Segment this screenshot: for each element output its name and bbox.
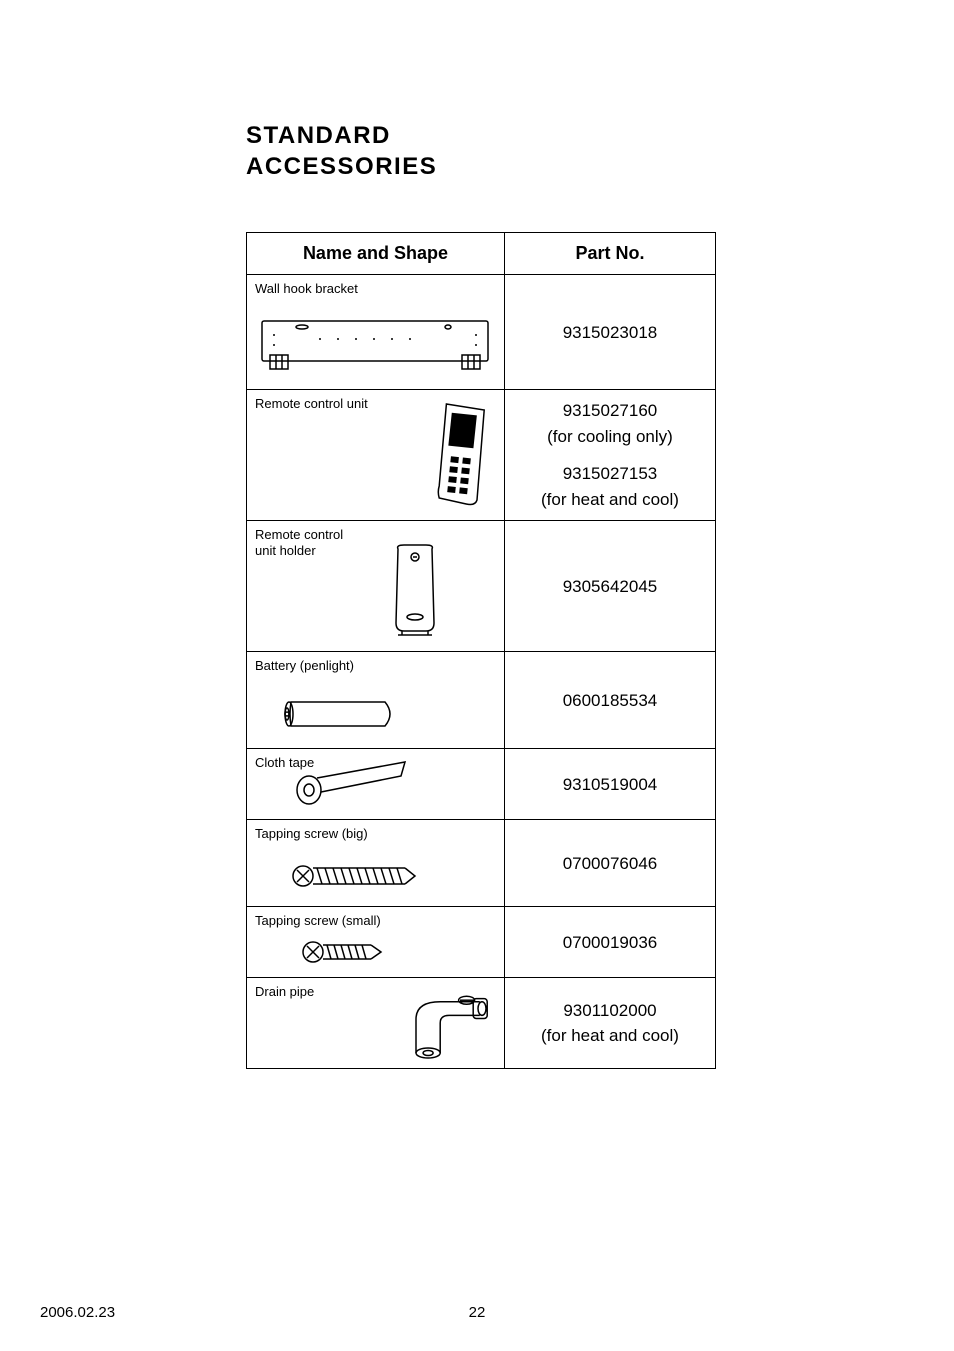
cell-name-shape: Wall hook bracket xyxy=(247,275,505,390)
heading-line2: ACCESSORIES xyxy=(246,151,844,182)
cell-name-shape: Tapping screw (small) xyxy=(247,907,505,978)
screw_small-icon xyxy=(247,897,554,987)
cell-name-shape: Battery (penlight) xyxy=(247,652,505,749)
part-line: 9315023018 xyxy=(509,320,711,346)
part-line: (for heat and cool) xyxy=(509,1023,711,1049)
row-label: Tapping screw (big) xyxy=(255,826,368,842)
parts-table: Name and Shape Part No. Wall hook bracke… xyxy=(246,232,716,1069)
row-label: Drain pipe xyxy=(255,984,314,1000)
part-line xyxy=(509,449,711,461)
row-label: Cloth tape xyxy=(255,755,314,771)
row-label: Battery (penlight) xyxy=(255,658,354,674)
cell-part-no: 9315027160(for cooling only) 9315027153(… xyxy=(504,390,715,521)
heading-line1: STANDARD xyxy=(246,120,844,151)
header-part-no: Part No. xyxy=(504,233,715,275)
table-row: Tapping screw (big)0700076046 xyxy=(247,820,716,907)
cell-name-shape: Tapping screw (big) xyxy=(247,820,505,907)
table-row: Tapping screw (small)0700019036 xyxy=(247,907,716,978)
cell-part-no: 9301102000(for heat and cool) xyxy=(504,978,715,1069)
part-line: 9301102000 xyxy=(509,998,711,1024)
part-line: 0600185534 xyxy=(509,688,711,714)
table-row: Remote control unit holder9305642045 xyxy=(247,521,716,652)
part-line: (for heat and cool) xyxy=(509,487,711,513)
part-line: 9315027153 xyxy=(509,461,711,487)
row-label: Remote control unit xyxy=(255,396,368,412)
row-label: Remote control unit holder xyxy=(255,527,343,558)
cell-part-no: 0600185534 xyxy=(504,652,715,749)
part-line: 9315027160 xyxy=(509,398,711,424)
row-label: Tapping screw (small) xyxy=(255,913,381,929)
cell-name-shape: Drain pipe xyxy=(247,978,505,1069)
cell-part-no: 9315023018 xyxy=(504,275,715,390)
table-row: Wall hook bracket 9315023018 xyxy=(247,275,716,390)
footer-page-number: 22 xyxy=(0,1304,954,1321)
row-label: Wall hook bracket xyxy=(255,281,358,297)
table-row: Remote control unit 9315027160(for coolin… xyxy=(247,390,716,521)
table-row: Drain pipe 9301102000(for heat and cool) xyxy=(247,978,716,1069)
cell-name-shape: Remote control unit holder xyxy=(247,521,505,652)
page-heading: STANDARD ACCESSORIES xyxy=(246,120,844,182)
cell-name-shape: Remote control unit xyxy=(247,390,505,521)
battery-icon xyxy=(247,638,530,762)
table-row: Battery (penlight) 0600185534 xyxy=(247,652,716,749)
